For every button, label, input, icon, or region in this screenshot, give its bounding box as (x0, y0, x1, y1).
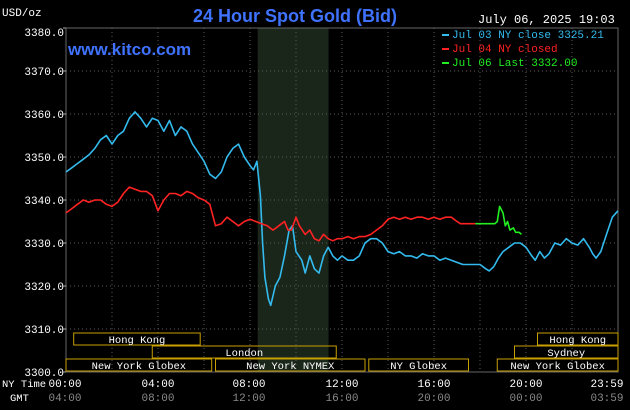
legend-label: Jul 03 NY close 3325.21 (452, 30, 604, 42)
shaded-period (257, 28, 329, 372)
session-bar: London (151, 345, 337, 360)
session-bar: Hong Kong (73, 332, 201, 347)
y-tick-label: 3320.0 (24, 282, 64, 294)
gmt-axis-title: GMT (10, 393, 29, 405)
gmt-tick: 16:00 (325, 393, 358, 405)
y-tick-label: 3300.0 (24, 368, 64, 380)
session-box (73, 332, 201, 346)
gmt-tick: 08:00 (141, 393, 174, 405)
session-bar: New York NYMEX (215, 358, 366, 373)
y-axis-ticks: 3300.0 3310.0 3320.0 3330.0 3340.0 3350.0 3360… (24, 27, 66, 380)
y-tick-label: 3330.0 (24, 239, 64, 251)
ny-time-tick: 00:00 (48, 379, 81, 391)
legend-item: Jul 06 Last 3332.00 (442, 58, 577, 70)
unit-label: USD/oz (2, 8, 42, 20)
session-label: Hong Kong (549, 335, 606, 347)
session-box (368, 358, 470, 372)
y-tick-label: 3310.0 (24, 325, 64, 337)
session-bar: Sydney (514, 345, 619, 360)
ny-time-axis-title: NY Time (2, 379, 46, 391)
session-bar: New York Globex (496, 358, 619, 373)
session-box (496, 358, 619, 372)
series-line (475, 205, 522, 235)
session-box (537, 332, 619, 346)
session-bar: Hong Kong (537, 332, 619, 347)
session-box (514, 345, 619, 359)
y-tick-label: 3340.0 (24, 196, 64, 208)
y-tick-label: 3370.0 (24, 67, 64, 79)
gmt-tick: 20:00 (417, 393, 450, 405)
ny-time-tick: 08:00 (232, 379, 265, 391)
ny-time-tick: 16:00 (417, 379, 450, 391)
ny-time-tick: 23:59 (590, 379, 623, 391)
session-label: NY Globex (390, 361, 447, 373)
session-box (215, 358, 366, 372)
chart-title: 24 Hour Spot Gold (Bid) (193, 6, 397, 26)
legend-label: Jul 04 NY closed (452, 44, 558, 56)
session-label: New York NYMEX (246, 361, 335, 373)
gmt-tick: 03:59 (590, 393, 623, 405)
y-tick-label: 3350.0 (24, 153, 64, 165)
ny-time-tick: 04:00 (141, 379, 174, 391)
legend-item: Jul 04 NY closed (442, 44, 558, 56)
session-label: New York Globex (92, 361, 187, 373)
gmt-tick: 04:00 (48, 393, 81, 405)
legend-label: Jul 06 Last 3332.00 (452, 58, 577, 70)
site-url[interactable]: www.kitco.com (67, 40, 191, 59)
session-bar: NY Globex (368, 358, 470, 373)
price-series (65, 111, 619, 307)
series-line (65, 111, 619, 307)
legend: Jul 03 NY close 3325.21 Jul 04 NY closed J… (442, 30, 604, 70)
session-bar: New York Globex (65, 358, 213, 373)
datetime-stamp: July 06, 2025 19:03 (478, 13, 615, 27)
gmt-tick: 12:00 (232, 393, 265, 405)
gmt-tick: 00:00 (509, 393, 542, 405)
session-box (151, 345, 337, 359)
ny-time-tick: 12:00 (325, 379, 358, 391)
series-line (65, 186, 476, 242)
y-tick-label: 3360.0 (24, 110, 64, 122)
session-box (65, 358, 213, 372)
market-sessions: Hong Kong London New York Globex New York N… (65, 332, 619, 373)
x-axis-ticks: 00:00 04:00 08:00 12:00 16:00 20:00 23:59 04:00… (48, 379, 623, 405)
session-label: New York Globex (510, 361, 605, 373)
session-label: London (225, 348, 263, 360)
legend-item: Jul 03 NY close 3325.21 (442, 30, 604, 42)
y-tick-label: 3380.0 (24, 28, 64, 40)
ny-time-tick: 20:00 (509, 379, 542, 391)
session-label: Sydney (547, 348, 585, 360)
session-label: Hong Kong (109, 335, 166, 347)
